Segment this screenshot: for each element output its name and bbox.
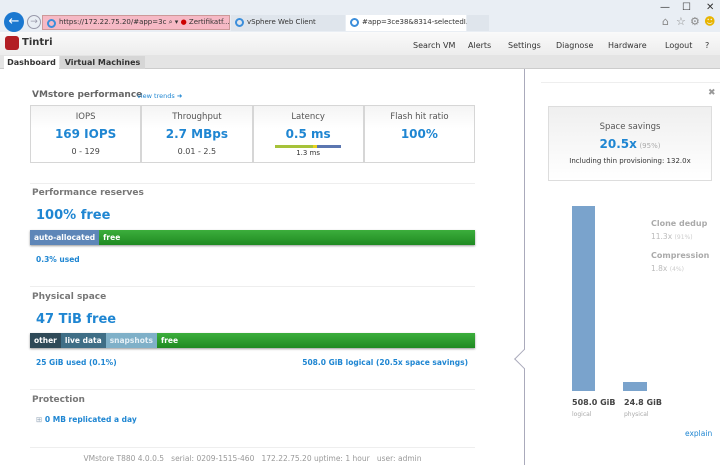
divider	[30, 389, 475, 390]
cert-warning-icon: ●	[180, 18, 187, 26]
physical-heading: Physical space	[32, 292, 107, 302]
iops-card: IOPS 169 IOPS 0 - 129	[30, 105, 142, 163]
protection-heading: Protection	[32, 395, 85, 405]
nav-hardware[interactable]: Hardware	[608, 41, 647, 50]
throughput-card: Throughput 2.7 MBps 0.01 - 2.5	[141, 105, 253, 163]
tab-label: #app=3ce38&8314-selectedI...	[362, 18, 473, 26]
address-bar[interactable]: https://172.22.75.20/#app=3c ⌕ ▾ ● Zerti…	[42, 15, 230, 30]
physical-value: 47 TiB free	[36, 312, 117, 327]
close-window-button[interactable]: ✕	[706, 2, 715, 13]
favorites-icon[interactable]: ☆	[676, 15, 686, 28]
settings-gear-icon[interactable]: ⚙	[690, 15, 700, 28]
compression-pct: (4%)	[669, 266, 684, 273]
tab-virtual-machines[interactable]: Virtual Machines	[60, 56, 145, 69]
segment-free: free	[160, 336, 179, 345]
nav-logout[interactable]: Logout	[665, 41, 693, 50]
segment-free: free	[103, 233, 121, 242]
logical-bar	[572, 206, 595, 391]
divider	[541, 82, 720, 83]
cert-warning[interactable]: Zertifikatf...	[188, 18, 230, 26]
expand-icon[interactable]: ⊞	[36, 415, 43, 424]
physical-used-link[interactable]: 25 GiB used (0.1%)	[36, 358, 117, 367]
card-range: 0.01 - 2.5	[177, 147, 217, 156]
logical-value: 508.0 GiB	[572, 398, 616, 407]
card-value: 169 IOPS	[54, 127, 117, 141]
space-savings-box: Space savings 20.5x (95%) Including thin…	[548, 106, 712, 181]
minimize-button[interactable]: —	[660, 2, 670, 13]
close-panel-icon[interactable]: ✖	[708, 88, 716, 98]
card-title: Flash hit ratio	[390, 112, 449, 122]
replication-link[interactable]: ⊞ 0 MB replicated a day	[36, 415, 137, 424]
card-title: Throughput	[172, 112, 222, 122]
ie-icon	[235, 18, 244, 27]
clone-dedup-pct: (91%)	[674, 234, 693, 241]
app-tab-bar	[0, 55, 720, 69]
tab-vsphere[interactable]: vSphere Web Client	[231, 15, 345, 31]
tab-dashboard[interactable]: Dashboard	[4, 56, 59, 70]
physical-bar	[623, 381, 647, 391]
new-tab-button[interactable]	[467, 15, 489, 31]
reserves-value: 100% free	[36, 208, 111, 223]
card-value: 2.7 MBps	[165, 127, 228, 141]
segment-auto-allocated: auto-allocated	[30, 230, 100, 245]
divider	[30, 183, 475, 184]
divider	[30, 286, 475, 287]
address-text: https://172.22.75.20/#app=3c	[59, 18, 167, 26]
divider	[30, 447, 475, 448]
card-range: 1.3 ms	[296, 149, 321, 157]
savings-pct: (95%)	[639, 142, 661, 150]
physical-bar: other live data snapshots free	[30, 333, 475, 348]
footer-status: VMstore T880 4.0.0.5 serial: 0209-1515-4…	[83, 454, 422, 463]
ie-icon	[47, 19, 56, 28]
search-icon[interactable]: ⌕ ▾	[168, 18, 179, 26]
maximize-button[interactable]: ☐	[682, 2, 691, 13]
thin-provisioning: Including thin provisioning: 132.0x	[569, 157, 691, 165]
back-button[interactable]: ←	[4, 12, 24, 32]
tab-label: vSphere Web Client	[247, 18, 316, 26]
savings-value: 20.5x	[599, 137, 637, 151]
segment-live-data: live data	[60, 333, 106, 348]
logo-text: Tintri	[22, 37, 53, 48]
segment-other: other	[30, 333, 61, 348]
view-trends-link[interactable]: view trends ➜	[137, 92, 183, 100]
nav-diagnose[interactable]: Diagnose	[556, 41, 594, 50]
card-value: 0.5 ms	[285, 127, 331, 141]
card-title: Latency	[291, 112, 325, 122]
latency-card: Latency 0.5 ms 1.3 ms	[252, 105, 364, 163]
home-icon[interactable]: ⌂	[662, 15, 669, 28]
card-title: IOPS	[75, 112, 96, 122]
physical-value: 24.8 GiB	[624, 398, 662, 407]
clone-dedup-value: 11.3x	[651, 232, 673, 241]
card-range: 0 - 129	[71, 147, 100, 156]
smiley-feedback-icon[interactable]: ☻	[704, 15, 716, 28]
tintri-logo-icon	[5, 36, 19, 50]
flash-hit-card: Flash hit ratio 100%	[363, 105, 475, 163]
logical-label: logical	[572, 411, 592, 418]
nav-settings[interactable]: Settings	[508, 41, 541, 50]
segment-snapshots: snapshots	[105, 333, 157, 348]
explain-link[interactable]: explain	[685, 429, 713, 438]
nav-search-vm[interactable]: Search VM	[413, 41, 456, 50]
app-header	[0, 32, 720, 56]
ie-icon	[350, 18, 359, 27]
nav-help[interactable]: ?	[705, 41, 710, 50]
card-value: 100%	[400, 127, 438, 141]
reserves-bar: auto-allocated free	[30, 230, 475, 245]
compression-label: Compression	[651, 251, 710, 260]
nav-alerts[interactable]: Alerts	[468, 41, 492, 50]
clone-dedup-label: Clone dedup	[651, 219, 708, 228]
tab-active[interactable]: #app=3ce38&8314-selectedI... ✕	[346, 15, 481, 31]
compression-value: 1.8x	[651, 264, 668, 273]
forward-button[interactable]: →	[27, 15, 41, 29]
latency-bar	[275, 145, 342, 148]
reserves-used-link[interactable]: 0.3% used	[36, 255, 80, 264]
physical-label: physical	[624, 411, 649, 418]
performance-heading: VMstore performance	[32, 90, 143, 100]
savings-title: Space savings	[599, 122, 661, 132]
reserves-heading: Performance reserves	[32, 188, 144, 198]
physical-logical-link[interactable]: 508.0 GiB logical (20.5x space savings)	[302, 358, 468, 367]
